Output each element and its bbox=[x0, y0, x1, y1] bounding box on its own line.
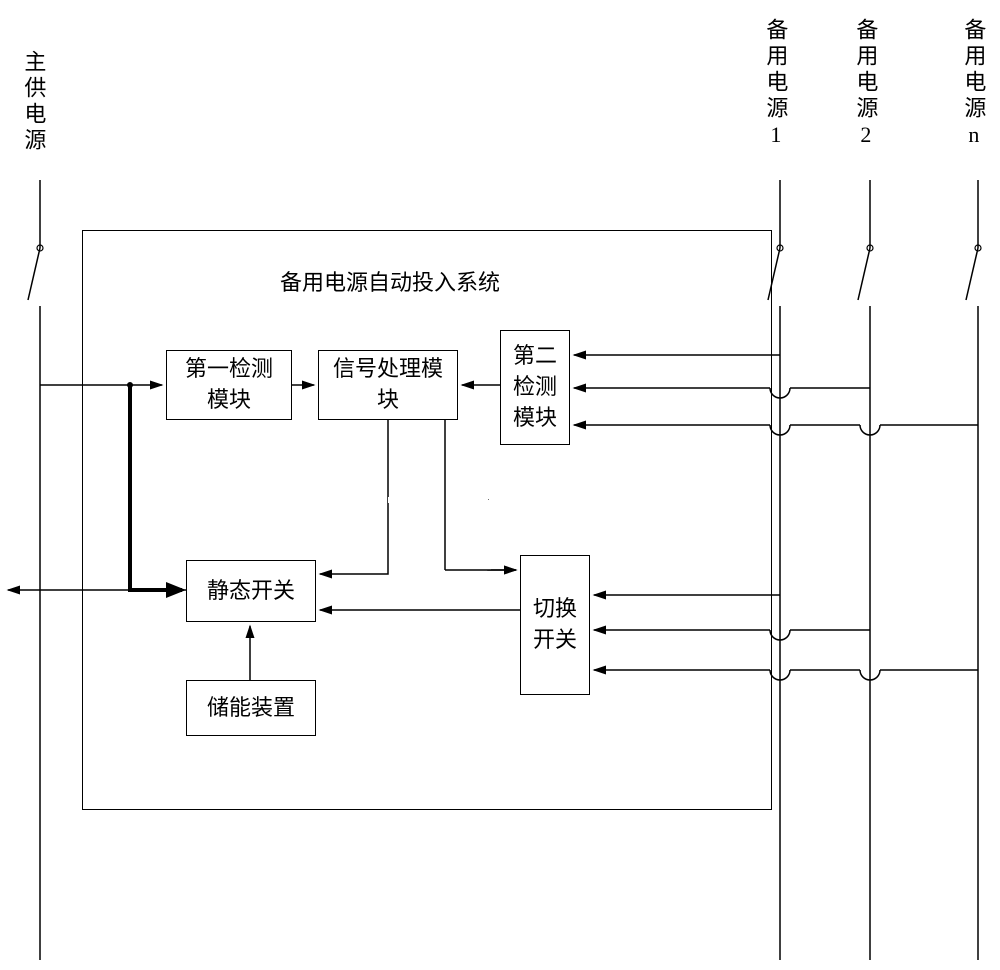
signal-processing-module: 信号处理模 块 bbox=[318, 350, 458, 420]
main-power-label: 主供电源 bbox=[20, 50, 46, 154]
second-detect-module: 第二 检测 模块 bbox=[500, 330, 570, 445]
backup-power-2-label: 备用电源2 bbox=[852, 18, 878, 151]
first-detect-module: 第一检测 模块 bbox=[166, 350, 292, 420]
energy-storage-module: 储能装置 bbox=[186, 680, 316, 736]
change-switch-module: 切换 开关 bbox=[520, 555, 590, 695]
system-title: 备用电源自动投入系统 bbox=[280, 265, 500, 297]
main-power-line bbox=[28, 180, 43, 960]
backup-n-line bbox=[966, 180, 981, 960]
backup-2-line bbox=[858, 180, 873, 960]
static-switch-module: 静态开关 bbox=[186, 560, 316, 622]
backup-power-1-label: 备用电源1 bbox=[762, 18, 788, 151]
backup-power-n-label: 备用电源n bbox=[960, 18, 986, 151]
